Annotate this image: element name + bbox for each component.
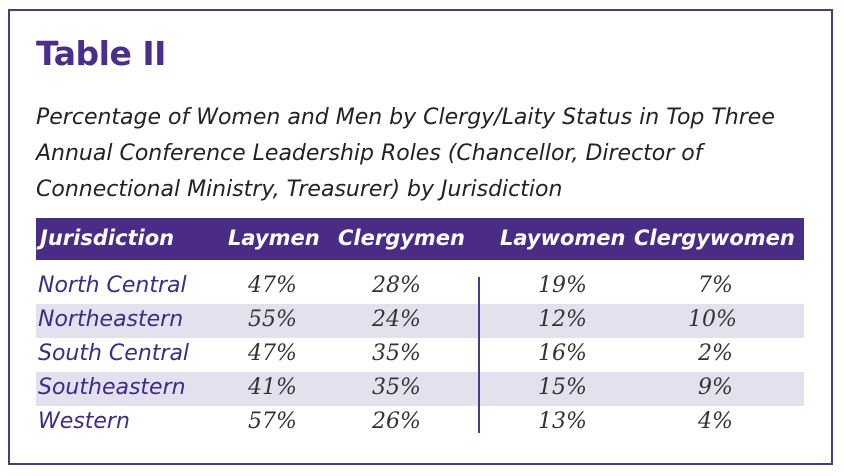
cell-clergywomen: 7% <box>698 273 733 298</box>
cell-laymen: 55% <box>248 307 297 332</box>
cell-clergymen: 35% <box>372 341 421 366</box>
cell-laywomen: 16% <box>538 341 587 366</box>
cell-laymen: 47% <box>248 341 297 366</box>
table-row: South Central 47% 35% 16% 2% <box>36 338 804 372</box>
cell-clergywomen: 2% <box>698 341 733 366</box>
table-row: North Central 47% 28% 19% 7% <box>36 270 804 304</box>
cell-jurisdiction: Southeastern <box>38 375 186 400</box>
cell-clergymen: 28% <box>372 273 421 298</box>
table-row: Northeastern 55% 24% 12% 10% <box>36 304 804 338</box>
cell-laywomen: 13% <box>538 409 587 434</box>
cell-jurisdiction: South Central <box>38 341 190 366</box>
cell-laywomen: 12% <box>538 307 587 332</box>
header-jurisdiction: Jurisdiction <box>40 226 175 250</box>
header-clergymen: Clergymen <box>338 226 466 250</box>
cell-clergywomen: 9% <box>698 375 733 400</box>
table-title: Table II <box>36 34 166 73</box>
cell-laywomen: 15% <box>538 375 587 400</box>
cell-jurisdiction: Northeastern <box>38 307 184 332</box>
column-divider <box>478 277 480 433</box>
cell-laymen: 57% <box>248 409 297 434</box>
header-laymen: Laymen <box>228 226 320 250</box>
cell-laymen: 41% <box>248 375 297 400</box>
cell-clergymen: 24% <box>372 307 421 332</box>
cell-clergywomen: 4% <box>698 409 733 434</box>
cell-jurisdiction: Western <box>38 409 130 434</box>
table-subtitle: Percentage of Women and Men by Clergy/La… <box>36 105 775 202</box>
table-row: Southeastern 41% 35% 15% 9% <box>36 372 804 406</box>
cell-clergywomen: 10% <box>688 307 737 332</box>
cell-jurisdiction: North Central <box>38 273 187 298</box>
cell-clergymen: 26% <box>372 409 421 434</box>
table-row: Western 57% 26% 13% 4% <box>36 406 804 440</box>
table-header: Jurisdiction Laymen Clergymen Laywomen C… <box>36 218 804 260</box>
header-laywomen: Laywomen <box>500 226 626 250</box>
cell-clergymen: 35% <box>372 375 421 400</box>
cell-laymen: 47% <box>248 273 297 298</box>
cell-laywomen: 19% <box>538 273 587 298</box>
header-clergywomen: Clergywomen <box>634 226 795 250</box>
